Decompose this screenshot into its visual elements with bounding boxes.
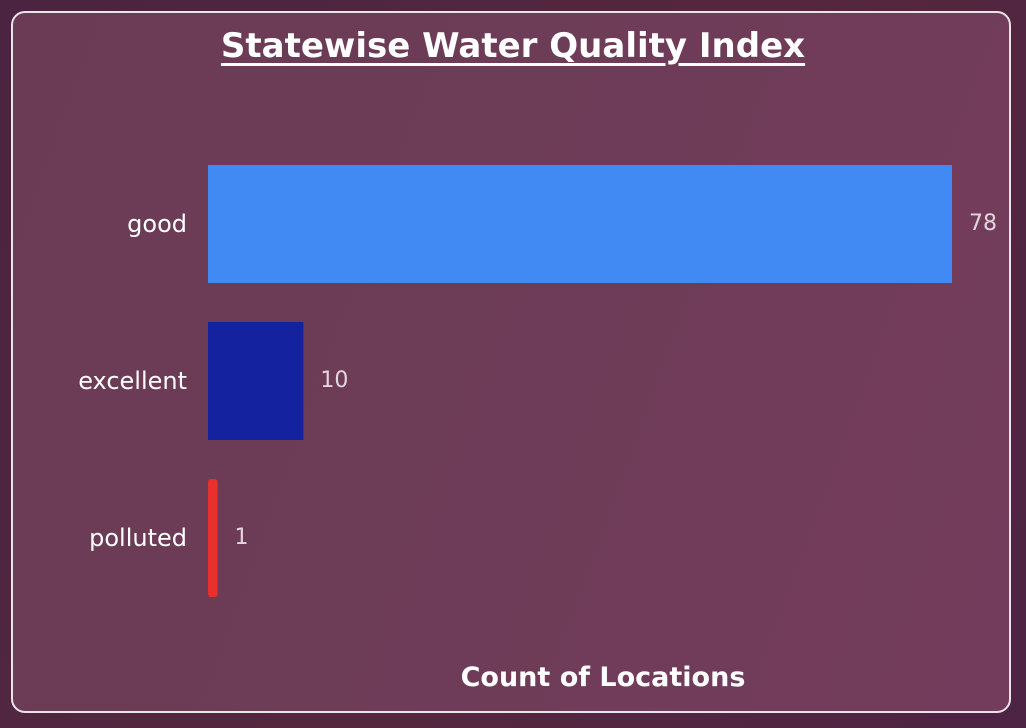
chart-title: Statewise Water Quality Index xyxy=(220,26,806,66)
category-label-polluted: polluted xyxy=(89,524,187,552)
chart-card xyxy=(11,11,1011,713)
bar-polluted[interactable] xyxy=(208,479,218,597)
bar-good[interactable] xyxy=(208,165,952,283)
data-label-polluted: 1 xyxy=(235,525,249,550)
data-label-good: 78 xyxy=(969,211,997,236)
bar-excellent[interactable] xyxy=(208,322,304,440)
x-axis-label: Count of Locations xyxy=(460,662,746,693)
category-label-excellent: excellent xyxy=(78,367,187,395)
data-label-excellent: 10 xyxy=(320,368,348,393)
category-label-good: good xyxy=(127,210,187,238)
